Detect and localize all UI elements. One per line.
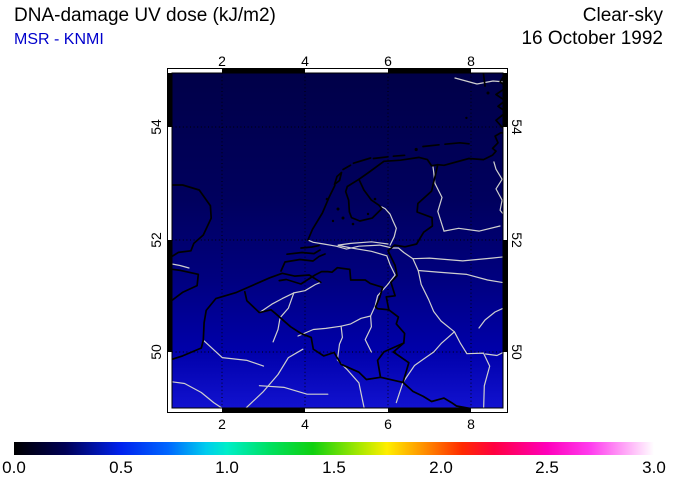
longitude-tick-label-top: 4 — [301, 53, 309, 69]
latitude-tick-label-right: 54 — [509, 119, 525, 135]
colorbar-tick-label: 0.5 — [109, 458, 133, 477]
longitude-tick-label-top: 6 — [384, 53, 392, 69]
latitude-tick-label-left: 54 — [148, 119, 164, 135]
coastline-border-layer — [172, 73, 503, 408]
longitude-tick-label-top: 2 — [218, 53, 226, 69]
uv-dose-field — [172, 73, 503, 408]
latitude-tick-label-right: 52 — [509, 232, 525, 248]
longitude-tick-label-bottom: 6 — [384, 416, 392, 432]
figure-title: DNA-damage UV dose (kJ/m2) — [14, 5, 276, 26]
colorbar-tick-label: 0.0 — [2, 458, 26, 477]
map-canvas — [167, 68, 508, 413]
date-label: 16 October 1992 — [521, 28, 663, 49]
longitude-tick-label-bottom: 2 — [218, 416, 226, 432]
latitude-tick-label-left: 50 — [148, 344, 164, 360]
data-source-label: MSR - KNMI — [14, 31, 104, 48]
longitude-tick-label-bottom: 8 — [467, 416, 475, 432]
latitude-tick-label-right: 50 — [509, 344, 525, 360]
colorbar-tick-label: 3.0 — [642, 458, 666, 477]
latitude-tick-label-left: 52 — [148, 232, 164, 248]
colorbar-tick-label: 2.5 — [535, 458, 559, 477]
map-frame — [167, 68, 508, 413]
colorbar — [14, 442, 654, 455]
sky-condition-label: Clear-sky — [582, 5, 663, 26]
colorbar-tick-label: 2.0 — [429, 458, 453, 477]
colorbar-tick-label: 1.0 — [215, 458, 239, 477]
longitude-tick-label-bottom: 4 — [301, 416, 309, 432]
colorbar-tick-label: 1.5 — [322, 458, 346, 477]
longitude-tick-label-top: 8 — [467, 53, 475, 69]
map-plot — [167, 68, 508, 413]
islet-dots — [325, 91, 490, 226]
